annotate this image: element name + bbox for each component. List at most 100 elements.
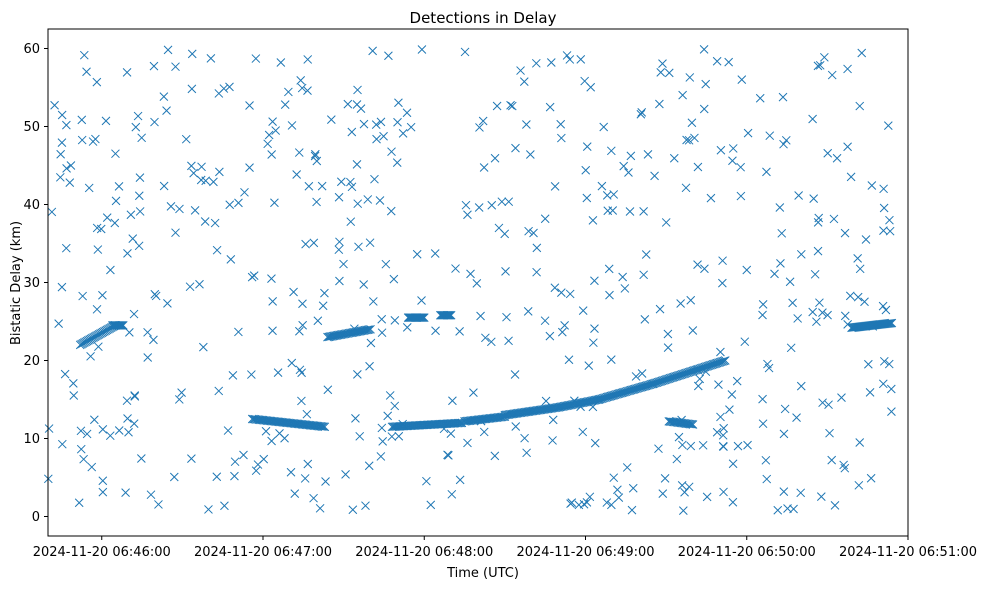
- detection-point: [590, 276, 599, 286]
- detection-point: [143, 327, 152, 337]
- detection-point: [885, 215, 894, 225]
- detection-point: [92, 223, 102, 233]
- detection-point: [280, 100, 290, 110]
- detection-point: [728, 497, 738, 507]
- detection-point: [422, 476, 431, 486]
- detection-point: [758, 300, 768, 309]
- detection-point: [839, 460, 848, 470]
- detection-point: [618, 272, 628, 282]
- detection-point: [868, 321, 878, 331]
- detection-point: [284, 87, 293, 97]
- detection-point: [813, 246, 823, 256]
- detection-point: [390, 401, 400, 411]
- detection-point: [223, 426, 233, 435]
- detection-point: [82, 429, 92, 439]
- detection-point: [680, 487, 689, 497]
- detection-point: [687, 118, 697, 128]
- detection-point: [185, 282, 195, 292]
- detection-point: [557, 327, 567, 337]
- y-tick-label: 30: [23, 276, 40, 291]
- detection-point: [490, 153, 500, 163]
- detection-point: [114, 182, 124, 191]
- detection-point: [764, 363, 774, 373]
- detection-point: [599, 122, 609, 132]
- detection-point: [719, 487, 728, 497]
- y-axis-title: Bistatic Delay (km): [9, 221, 24, 345]
- detection-point: [865, 388, 875, 397]
- detection-point: [287, 121, 297, 130]
- detection-point: [824, 400, 833, 410]
- detection-point: [520, 433, 529, 443]
- detection-point: [135, 207, 145, 216]
- detection-point: [827, 455, 837, 465]
- detection-point: [86, 351, 95, 361]
- detection-point: [297, 83, 307, 93]
- detection-point: [271, 126, 281, 135]
- detection-point: [355, 431, 365, 441]
- detection-point: [136, 454, 146, 463]
- detection-point: [335, 237, 344, 247]
- detection-point: [794, 191, 803, 200]
- detection-point: [510, 370, 520, 379]
- detection-point: [323, 385, 333, 395]
- detection-point: [866, 473, 876, 483]
- detection-point: [548, 415, 558, 425]
- detection-point: [605, 290, 614, 300]
- detection-point: [727, 390, 737, 399]
- detection-point: [98, 487, 108, 497]
- detection-point: [402, 322, 412, 332]
- detection-point: [793, 314, 803, 323]
- detection-point: [289, 287, 298, 297]
- detection-point: [845, 291, 855, 301]
- detection-point: [830, 501, 840, 510]
- detection-point: [546, 58, 556, 67]
- detection-point: [686, 295, 696, 305]
- detection-point: [637, 369, 647, 378]
- detection-point: [624, 168, 633, 177]
- detection-point: [582, 193, 592, 203]
- detection-point: [454, 418, 464, 428]
- detection-point: [589, 338, 598, 348]
- detection-point: [78, 291, 87, 301]
- detection-point: [885, 318, 895, 328]
- detection-point: [819, 52, 829, 62]
- detection-point: [447, 489, 457, 499]
- detection-point: [779, 429, 789, 439]
- detection-point: [251, 54, 261, 63]
- detection-point: [126, 210, 136, 220]
- detection-point: [650, 171, 659, 181]
- detection-point: [863, 359, 873, 369]
- detection-point: [602, 498, 612, 507]
- detection-point: [320, 288, 329, 298]
- detection-point: [133, 111, 143, 121]
- detection-point: [76, 426, 86, 436]
- detection-point: [267, 436, 276, 446]
- detection-point: [540, 316, 550, 326]
- detection-point: [541, 396, 551, 406]
- detection-point: [365, 238, 375, 248]
- detection-point: [50, 100, 59, 110]
- detection-point: [394, 98, 403, 108]
- detection-point: [476, 416, 486, 426]
- detection-point: [846, 172, 856, 182]
- detection-point: [867, 181, 877, 190]
- detection-point: [348, 505, 358, 515]
- detection-point: [585, 492, 595, 502]
- detection-point: [676, 299, 685, 308]
- detection-point: [230, 471, 239, 481]
- detection-point: [249, 271, 259, 280]
- detection-point: [301, 239, 310, 249]
- detection-point: [719, 356, 729, 366]
- detection-point: [312, 197, 321, 207]
- detection-point: [129, 309, 139, 319]
- detection-point: [578, 427, 588, 437]
- detection-point: [475, 123, 484, 132]
- detection-point: [524, 226, 533, 236]
- detection-point: [212, 472, 222, 482]
- detection-point: [131, 122, 141, 132]
- detection-point: [102, 213, 112, 223]
- detection-point: [655, 99, 664, 109]
- detection-point: [346, 217, 356, 227]
- detection-point: [198, 342, 208, 352]
- detection-point: [295, 365, 305, 375]
